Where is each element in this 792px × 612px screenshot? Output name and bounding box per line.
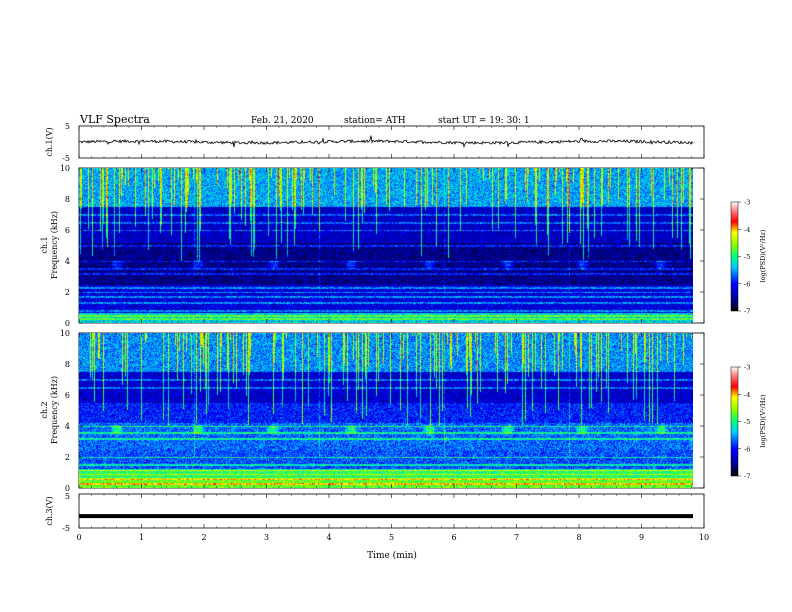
colorbar-tick-label: -4	[744, 226, 750, 234]
ch2-ylabel-frequency: Frequency (kHz)	[50, 376, 59, 444]
y-tick-label: 6	[65, 391, 70, 400]
y-tick-label: 8	[65, 360, 70, 369]
time-axis: 0 1 2 3 4 5 6 7 8 9 10	[76, 126, 709, 542]
y-tick-label: 0	[65, 484, 70, 493]
ch2-colorbar: -3 -4 -5 -6 -7 log(PSD)(V²/Hz)	[730, 364, 767, 481]
colorbar-tick-label: -5	[744, 253, 750, 261]
station-label: station= ATH	[344, 116, 406, 126]
ch2-spectrogram-panel: 0 2 4 6 8 10 ch.2 Frequency (kHz)	[40, 329, 705, 493]
x-tick-label: 10	[699, 533, 709, 542]
time-axis-label: Time (min)	[367, 550, 417, 561]
ch1-spectrogram-panel: 0 2 4 6 8 10 ch.1 Frequency (kHz)	[40, 164, 705, 328]
colorbar-tick-label: -4	[744, 391, 750, 399]
ch3-ytick-top: 5	[65, 492, 70, 501]
colorbar-tick-label: -5	[744, 418, 750, 426]
ch3-waveform-frame	[78, 493, 705, 529]
ch1-waveform-line	[79, 135, 694, 149]
y-tick-label: 8	[65, 195, 70, 204]
ch2-colorbar-bar	[730, 366, 739, 477]
x-tick-label: 7	[514, 533, 519, 542]
colorbar-tick-label: -7	[744, 308, 750, 316]
x-tick-label: 0	[76, 533, 81, 542]
x-tick-label: 2	[201, 533, 206, 542]
ch1-waveform-panel: 5 -5 ch.1(V)	[45, 122, 705, 163]
y-tick-label: 4	[65, 422, 70, 431]
date-label: Feb. 21, 2020	[251, 116, 314, 126]
ch2-spectrogram-image	[79, 333, 693, 488]
y-tick-label: 0	[65, 319, 70, 328]
x-tick-label: 8	[576, 533, 581, 542]
colorbar-tick-label: -3	[744, 199, 750, 207]
y-tick-label: 4	[65, 257, 70, 266]
ch1-spectrogram-yticks: 0 2 4 6 8 10	[60, 164, 704, 328]
figure-title: VLF Spectra	[79, 113, 150, 126]
ch1-colorbar-label: log(PSD)(V²/Hz)	[759, 229, 767, 282]
start-time-label: start UT = 19: 30: 1	[438, 116, 530, 126]
ch2-colorbar-ticks: -3 -4 -5 -6 -7	[738, 364, 750, 481]
y-tick-label: 2	[65, 288, 70, 297]
ch1-ylabel-channel: ch.1	[40, 236, 49, 253]
y-tick-label: 10	[60, 329, 70, 338]
x-tick-label: 4	[326, 533, 331, 542]
colorbar-tick-label: -7	[744, 473, 750, 481]
x-tick-label: 5	[389, 533, 394, 542]
x-tick-label: 6	[451, 533, 456, 542]
ch3-ylabel: ch.3(V)	[45, 496, 54, 525]
y-tick-label: 2	[65, 453, 70, 462]
x-tick-label: 3	[264, 533, 269, 542]
colorbar-tick-label: -6	[744, 280, 750, 288]
ch3-ytick-bottom: -5	[62, 524, 70, 533]
ch3-waveform-panel: 5 -5 ch.3(V)	[45, 492, 705, 533]
x-tick-label: 1	[139, 533, 144, 542]
colorbar-tick-label: -3	[744, 364, 750, 372]
y-tick-label: 10	[60, 164, 70, 173]
ch1-colorbar-ticks: -3 -4 -5 -6 -7	[738, 199, 750, 316]
colorbar-tick-label: -6	[744, 445, 750, 453]
y-tick-label: 6	[65, 226, 70, 235]
ch1-colorbar: -3 -4 -5 -6 -7 log(PSD)(V²/Hz)	[730, 199, 767, 316]
ch2-ylabel-channel: ch.2	[40, 401, 49, 418]
ch2-spectrogram-yticks: 0 2 4 6 8 10	[60, 329, 704, 493]
ch1-colorbar-bar	[730, 201, 739, 312]
ch1-ylabel: ch.1(V)	[45, 127, 54, 156]
x-tick-label: 9	[639, 533, 644, 542]
ch1-ylabel-frequency: Frequency (kHz)	[50, 211, 59, 279]
ch1-ytick-bottom: -5	[62, 154, 70, 163]
ch2-colorbar-label: log(PSD)(V²/Hz)	[759, 394, 767, 447]
ch1-spectrogram-image	[79, 168, 693, 323]
ch1-ytick-top: 5	[65, 122, 70, 131]
